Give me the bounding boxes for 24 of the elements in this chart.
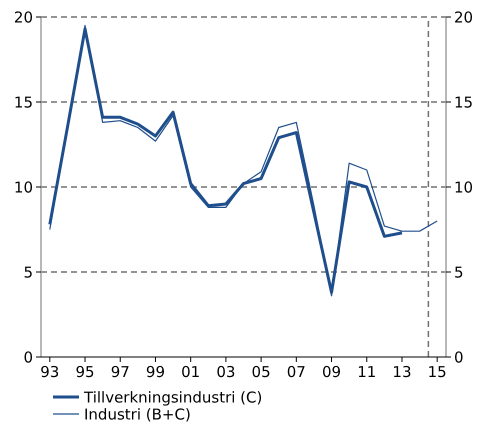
x-tick-label: 93 (40, 363, 60, 381)
x-tick-label: 07 (286, 363, 306, 381)
y2-tick-label: 0 (454, 348, 464, 366)
y2-tick-label: 10 (454, 178, 474, 196)
legend-label: Tillverkningsindustri (C) (83, 388, 262, 406)
x-tick-label: 05 (252, 363, 271, 381)
legend-label: Industri (B+C) (84, 405, 191, 424)
x-tick-label: 99 (146, 363, 166, 381)
x-tick-label: 97 (110, 363, 130, 381)
y-tick-label: 5 (23, 263, 33, 282)
x-tick-label: 01 (181, 363, 200, 381)
y-tick-label: 10 (14, 178, 33, 196)
y-tick-label: 20 (14, 8, 33, 26)
y2-tick-label: 5 (454, 263, 464, 282)
x-tick-label: 03 (216, 363, 236, 381)
x-tick-label: 11 (357, 363, 376, 381)
y2-tick-label: 20 (454, 8, 474, 26)
y-tick-label: 15 (14, 93, 33, 112)
y2-tick-label: 15 (454, 93, 474, 112)
x-tick-label: 95 (75, 363, 95, 381)
x-tick-label: 09 (322, 363, 342, 381)
y-tick-label: 0 (23, 348, 33, 366)
x-tick-label: 15 (428, 363, 447, 381)
x-tick-label: 13 (392, 363, 412, 381)
